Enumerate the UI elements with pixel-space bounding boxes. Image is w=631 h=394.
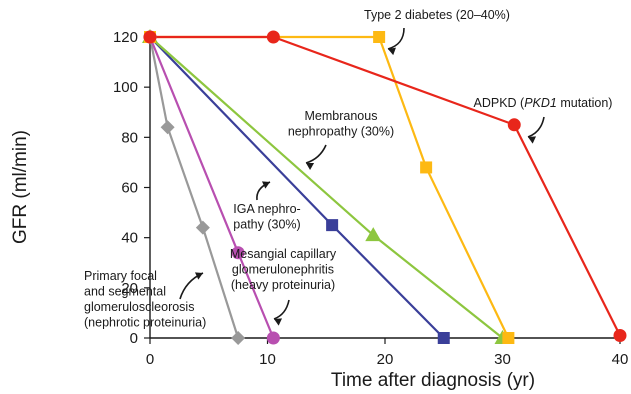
annotation-line: nephropathy (30%)	[288, 125, 394, 139]
annotation-line: Primary focal	[84, 269, 157, 283]
annotation-line: and segmental	[84, 285, 166, 299]
arrow-head	[388, 47, 396, 56]
data-point-membranous	[365, 227, 382, 242]
series-line-membranous	[149, 36, 504, 339]
y-axis-title: GFR (ml/min)	[10, 130, 31, 244]
arrow-head	[274, 318, 283, 326]
data-point-adpkd	[507, 118, 521, 132]
data-point-iga	[437, 332, 450, 344]
annotation-arrow	[273, 299, 290, 320]
annotation-adpkd: ADPKD (PKD1 mutation)	[474, 96, 613, 110]
data-point-adpkd	[266, 30, 280, 44]
series-markers	[142, 29, 627, 345]
annotation-line: ADPKD (PKD1 mutation)	[474, 96, 613, 110]
series-lines	[148, 35, 621, 339]
y-tick-label: 100	[113, 79, 138, 96]
data-point-diabetes	[420, 161, 433, 174]
annotation-line: (heavy proteinuria)	[231, 278, 335, 292]
data-point-fsgs	[231, 331, 246, 345]
y-tick-label: 20	[121, 280, 138, 297]
y-axis-ticks: 0 20 40 60 80 100 120	[113, 29, 150, 347]
data-point-adpkd	[143, 30, 157, 44]
y-tick-label: 120	[113, 29, 138, 46]
annotation-line: Membranous	[305, 109, 378, 123]
series-line-fsgs	[148, 36, 240, 339]
x-tick-label: 40	[612, 351, 629, 368]
y-tick-label: 40	[121, 230, 138, 247]
arrow-head	[306, 163, 315, 170]
x-tick-label: 20	[377, 351, 394, 368]
annotation-arrow	[387, 27, 405, 50]
annotation-fsgs: Primary focal and segmental glomeruloscleo…	[84, 269, 206, 330]
annotation-arrow	[527, 116, 545, 138]
annotation-line: pathy (30%)	[233, 218, 300, 232]
x-tick-label: 30	[494, 351, 511, 368]
annotation-line: Type 2 diabetes (20–40%)	[364, 8, 510, 22]
y-tick-label: 60	[121, 180, 138, 197]
data-point-mesangial	[231, 246, 245, 260]
x-axis-ticks: 0 10 20 30 40	[146, 338, 629, 368]
annotation-membranous: Membranous nephropathy (30%)	[288, 109, 394, 139]
data-point-iga	[326, 219, 339, 232]
annotations: Type 2 diabetes (20–40%) ADPKD (PKD1 muta…	[84, 8, 612, 330]
annotation-line: Mesangial capillary	[230, 247, 337, 261]
data-point-fsgs	[195, 220, 210, 235]
x-tick-label: 10	[259, 351, 276, 368]
annotation-iga: IGA nephro-pathy (30%)	[233, 202, 300, 232]
arrow-head	[261, 181, 270, 189]
arrow-head	[528, 136, 537, 144]
annotation-line: IGA nephro-	[233, 202, 300, 216]
data-point-mesangial	[266, 331, 280, 345]
x-tick-label: 0	[146, 351, 154, 368]
x-axis-title: Time after diagnosis (yr)	[331, 370, 535, 391]
annotation-arrows	[179, 27, 545, 326]
annotation-line: glomeruloscleorosis	[84, 300, 194, 314]
data-point-diabetes	[373, 31, 386, 43]
y-tick-label: 0	[130, 330, 138, 347]
data-point-diabetes	[502, 332, 515, 344]
series-line-mesangial	[148, 36, 275, 339]
data-point-adpkd	[613, 328, 627, 342]
series-line-adpkd	[150, 35, 621, 336]
series-line-diabetes	[150, 35, 510, 339]
data-point-fsgs	[160, 120, 175, 135]
annotation-mesangial: Mesangial capillary glomerulonephritis (he…	[230, 247, 337, 292]
annotation-line: glomerulonephritis	[232, 263, 334, 277]
annotation-line: (nephrotic proteinuria)	[84, 316, 206, 330]
annotation-diabetes: Type 2 diabetes (20–40%)	[364, 8, 510, 22]
y-tick-label: 80	[121, 129, 138, 146]
annotation-arrow	[305, 144, 327, 164]
arrow-head	[194, 272, 203, 280]
